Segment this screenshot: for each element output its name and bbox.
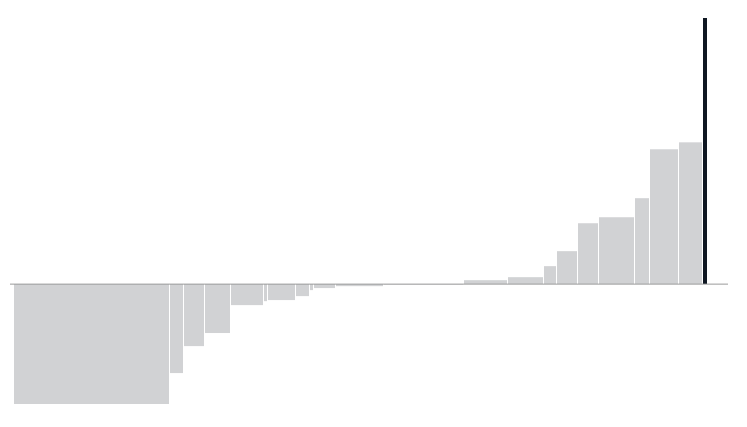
bar-6 bbox=[264, 284, 267, 302]
bar-3 bbox=[184, 284, 204, 347]
bar-16 bbox=[557, 251, 577, 285]
bar-2 bbox=[170, 284, 183, 374]
bar-1 bbox=[14, 284, 169, 404]
bar-4 bbox=[205, 284, 230, 334]
bar-21 bbox=[679, 142, 702, 285]
bar-14 bbox=[508, 277, 543, 285]
bar-17 bbox=[578, 223, 598, 285]
bar-9 bbox=[310, 284, 313, 291]
bar-7 bbox=[268, 284, 295, 301]
bar-8 bbox=[296, 284, 309, 297]
bar-19 bbox=[635, 198, 649, 285]
bar-10 bbox=[314, 284, 335, 289]
bar-5 bbox=[231, 284, 263, 306]
bar-18 bbox=[599, 217, 634, 285]
bar-11 bbox=[336, 284, 383, 287]
bar-13 bbox=[464, 280, 507, 285]
bars-group bbox=[14, 18, 707, 404]
highlight-bar bbox=[703, 18, 707, 285]
bar-20 bbox=[650, 149, 678, 285]
bar-15 bbox=[544, 266, 556, 285]
